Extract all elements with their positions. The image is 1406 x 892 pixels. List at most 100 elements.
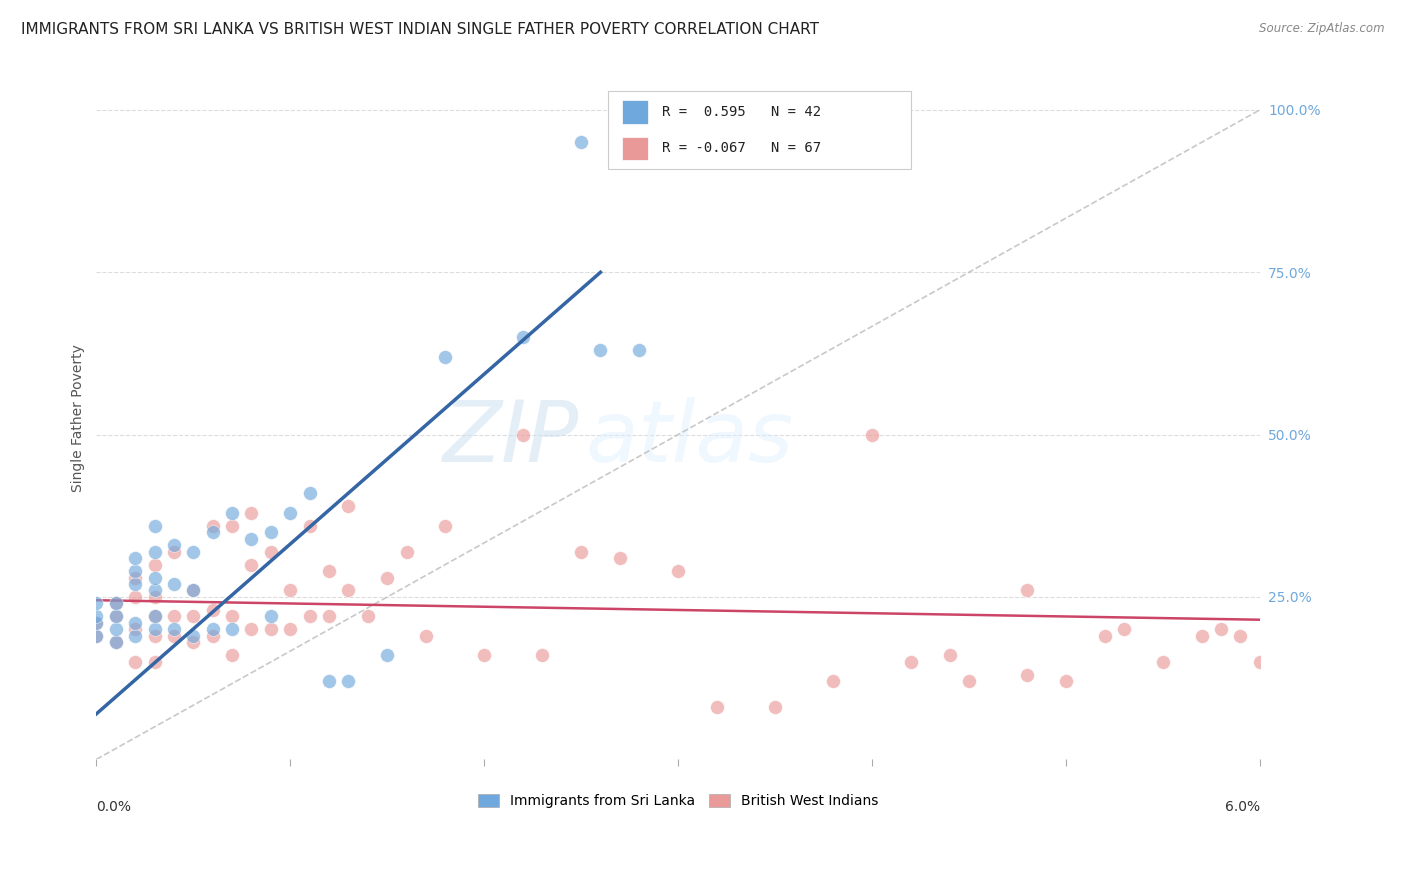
Point	[124, 615, 146, 630]
Point	[124, 551, 146, 566]
Point	[124, 623, 146, 637]
Point	[163, 629, 186, 643]
Point	[86, 629, 108, 643]
Point	[86, 597, 108, 611]
Text: R =  0.595   N = 42: R = 0.595 N = 42	[662, 105, 821, 120]
Point	[1054, 674, 1077, 689]
Point	[240, 532, 263, 546]
Point	[706, 700, 728, 714]
Point	[260, 544, 283, 558]
Text: R = -0.067   N = 67: R = -0.067 N = 67	[662, 141, 821, 155]
Point	[104, 623, 127, 637]
Point	[221, 609, 243, 624]
Point	[569, 136, 592, 150]
Point	[86, 609, 108, 624]
Point	[666, 564, 689, 578]
Point	[181, 583, 204, 598]
Point	[823, 674, 845, 689]
Point	[1209, 623, 1232, 637]
Point	[181, 629, 204, 643]
Point	[201, 524, 224, 539]
Point	[143, 518, 166, 533]
Point	[472, 648, 495, 663]
Point	[278, 623, 301, 637]
Point	[337, 499, 360, 513]
Point	[143, 583, 166, 598]
Point	[260, 623, 283, 637]
Point	[143, 570, 166, 584]
Legend: Immigrants from Sri Lanka, British West Indians: Immigrants from Sri Lanka, British West …	[472, 789, 884, 814]
Point	[181, 609, 204, 624]
Point	[395, 544, 418, 558]
Point	[163, 544, 186, 558]
Point	[221, 623, 243, 637]
Point	[278, 583, 301, 598]
Point	[1249, 655, 1271, 669]
Point	[86, 629, 108, 643]
Point	[763, 700, 786, 714]
Point	[201, 629, 224, 643]
Point	[1094, 629, 1116, 643]
Point	[104, 635, 127, 649]
Point	[531, 648, 554, 663]
Text: 6.0%: 6.0%	[1225, 800, 1260, 814]
Point	[124, 655, 146, 669]
Point	[1015, 583, 1038, 598]
Point	[938, 648, 960, 663]
Point	[143, 558, 166, 572]
Point	[240, 506, 263, 520]
Point	[86, 615, 108, 630]
Point	[1191, 629, 1213, 643]
Point	[434, 350, 457, 364]
Text: IMMIGRANTS FROM SRI LANKA VS BRITISH WEST INDIAN SINGLE FATHER POVERTY CORRELATI: IMMIGRANTS FROM SRI LANKA VS BRITISH WES…	[21, 22, 820, 37]
Point	[512, 427, 534, 442]
Point	[86, 615, 108, 630]
Point	[221, 648, 243, 663]
Point	[143, 590, 166, 604]
Bar	[623, 101, 648, 124]
Point	[1112, 623, 1135, 637]
Point	[337, 674, 360, 689]
Point	[143, 655, 166, 669]
Point	[124, 577, 146, 591]
Text: Source: ZipAtlas.com: Source: ZipAtlas.com	[1260, 22, 1385, 36]
Point	[104, 597, 127, 611]
Point	[124, 629, 146, 643]
Text: atlas: atlas	[585, 397, 793, 481]
Point	[298, 609, 321, 624]
Point	[143, 609, 166, 624]
Point	[163, 538, 186, 552]
Point	[318, 564, 340, 578]
Point	[143, 544, 166, 558]
Point	[260, 524, 283, 539]
Point	[1015, 668, 1038, 682]
Y-axis label: Single Father Poverty: Single Father Poverty	[72, 344, 86, 492]
Point	[104, 635, 127, 649]
Point	[415, 629, 437, 643]
Point	[609, 551, 631, 566]
Point	[104, 609, 127, 624]
Bar	[623, 136, 648, 160]
Point	[201, 603, 224, 617]
Point	[278, 506, 301, 520]
Point	[181, 635, 204, 649]
Point	[124, 570, 146, 584]
Point	[900, 655, 922, 669]
Point	[318, 609, 340, 624]
Point	[569, 544, 592, 558]
Point	[298, 486, 321, 500]
Point	[143, 623, 166, 637]
Point	[375, 570, 398, 584]
Point	[181, 544, 204, 558]
FancyBboxPatch shape	[609, 91, 911, 169]
Point	[201, 623, 224, 637]
Point	[221, 506, 243, 520]
Text: ZIP: ZIP	[443, 397, 579, 481]
Point	[1229, 629, 1251, 643]
Point	[181, 583, 204, 598]
Point	[628, 343, 651, 358]
Point	[163, 577, 186, 591]
Point	[143, 609, 166, 624]
Point	[260, 609, 283, 624]
Point	[298, 518, 321, 533]
